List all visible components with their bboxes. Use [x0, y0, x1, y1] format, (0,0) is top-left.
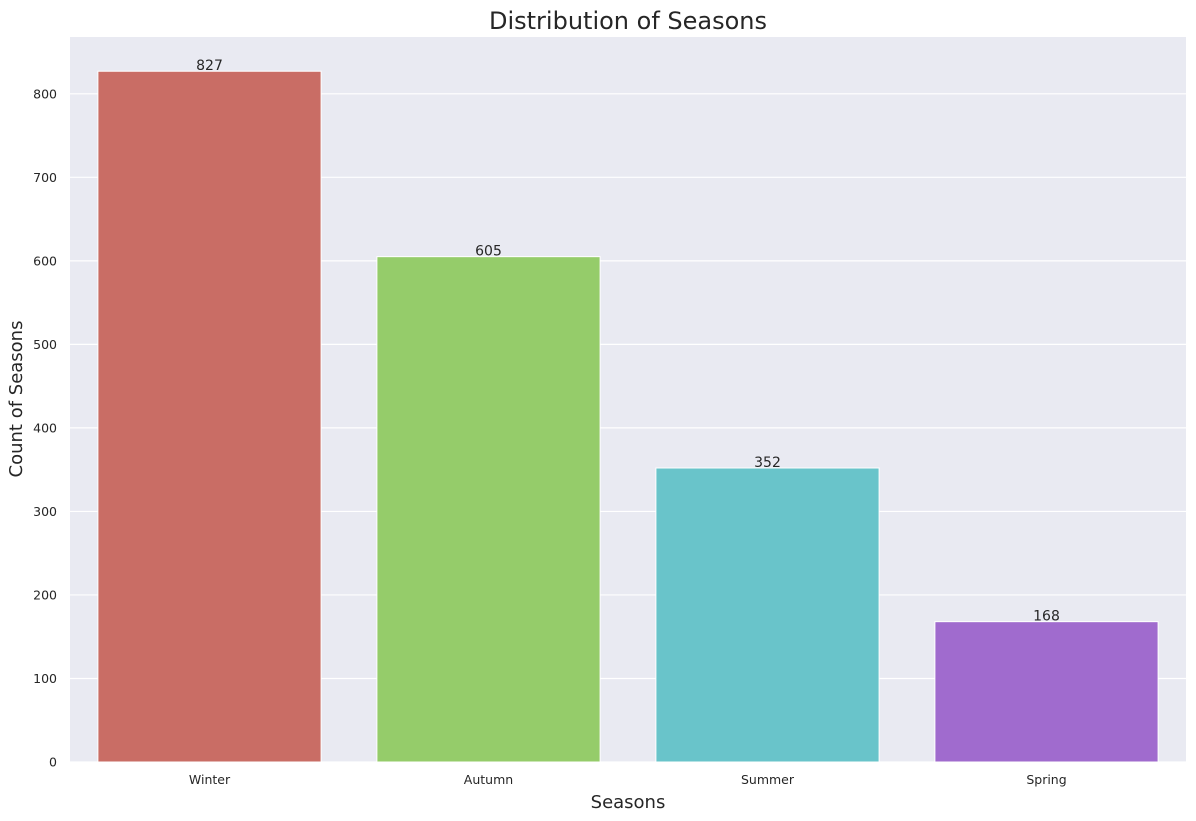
x-axis-ticks: Winter Autumn Summer Spring	[189, 772, 1067, 787]
bar-winter	[97, 70, 322, 763]
y-axis-ticks: 0 100 200 300 400 500 600 700 800	[33, 86, 57, 769]
y-tick-label: 100	[33, 671, 57, 686]
y-tick-label: 300	[33, 504, 57, 519]
y-tick-label: 400	[33, 420, 57, 435]
y-tick-label: 0	[49, 755, 57, 770]
x-tick-label-summer: Summer	[741, 772, 795, 787]
y-tick-label: 200	[33, 587, 57, 602]
bar-autumn	[376, 256, 601, 763]
bar-spring	[934, 621, 1159, 763]
x-axis-title: Seasons	[591, 792, 666, 813]
y-tick-label: 600	[33, 253, 57, 268]
y-tick-label: 500	[33, 337, 57, 352]
y-tick-label: 700	[33, 170, 57, 185]
value-label-autumn: 605	[475, 244, 502, 260]
value-label-spring: 168	[1033, 609, 1060, 625]
value-label-winter: 827	[196, 58, 223, 74]
y-tick-label: 800	[33, 86, 57, 101]
bar-summer	[655, 467, 880, 763]
value-label-summer: 352	[754, 455, 781, 471]
x-tick-label-winter: Winter	[189, 772, 231, 787]
chart-title: Distribution of Seasons	[489, 7, 767, 35]
x-tick-label-autumn: Autumn	[464, 772, 513, 787]
x-tick-label-spring: Spring	[1026, 772, 1066, 787]
value-labels: 827 605 352 168	[196, 58, 1060, 624]
bars	[97, 70, 1159, 763]
y-axis-title: Count of Seasons	[6, 321, 27, 478]
